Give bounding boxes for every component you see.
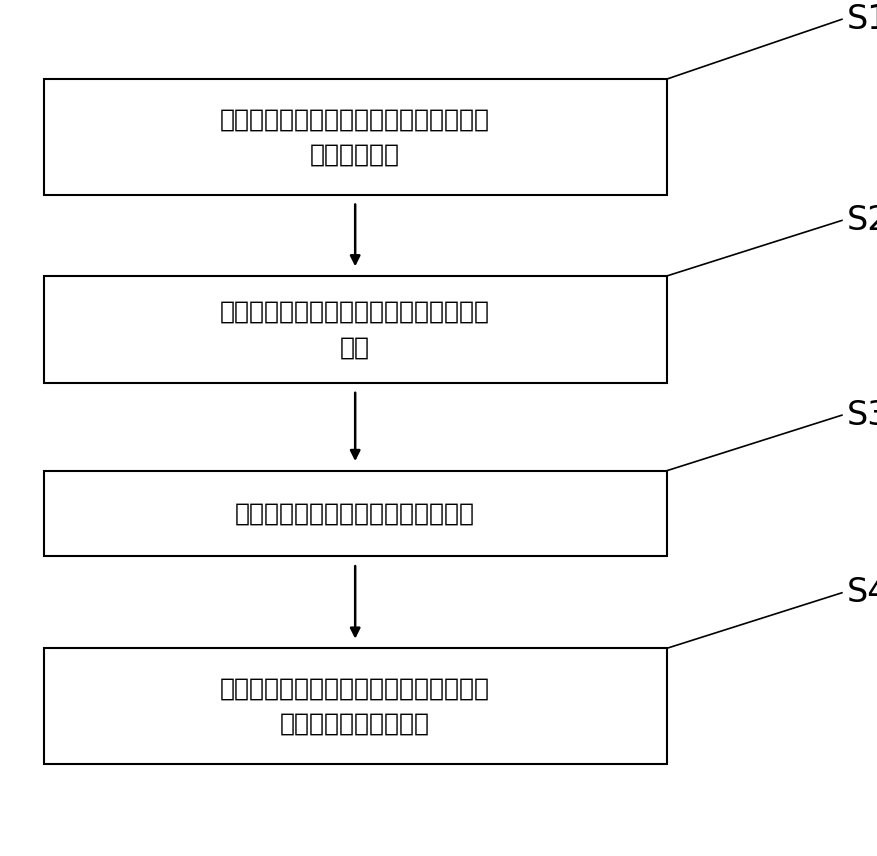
Text: S2: S2: [846, 204, 877, 237]
Text: S3: S3: [846, 399, 877, 431]
Bar: [44, 80, 667, 195]
Bar: [44, 649, 667, 764]
Text: 根据电压矢量的调制比对电压矢量进行预
调制: 根据电压矢量的调制比对电压矢量进行预 调制: [220, 300, 490, 360]
Text: 确定待调制的电压矢量，计算电压矢量的
调制比和角度: 确定待调制的电压矢量，计算电压矢量的 调制比和角度: [220, 107, 490, 167]
Bar: [44, 276, 667, 383]
Bar: [44, 471, 667, 556]
Text: S1: S1: [846, 3, 877, 36]
Text: 将电压矢量的作用时间与载波周期比较得
到电压矢量的作用顺序: 将电压矢量的作用时间与载波周期比较得 到电压矢量的作用顺序: [220, 676, 490, 736]
Text: S4: S4: [846, 576, 877, 609]
Text: 计算预调制后的电压矢量的作用时间: 计算预调制后的电压矢量的作用时间: [235, 502, 475, 526]
